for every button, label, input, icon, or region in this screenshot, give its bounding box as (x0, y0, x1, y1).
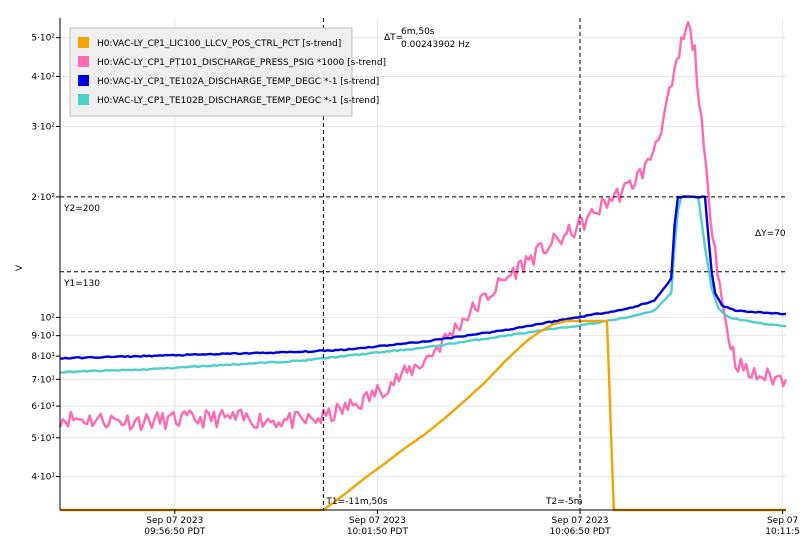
y-tick-label: 10² (40, 313, 55, 323)
x-tick-label-date: Sep 07 (767, 516, 798, 526)
y-tick-label: 9·10¹ (31, 332, 55, 342)
y-tick-label: 2·10² (31, 193, 55, 203)
cursors[interactable]: T1=-11m,50s T2=-5m Y2=200 Y1=130 (60, 18, 786, 510)
legend-swatch (78, 75, 89, 86)
y-tick-label: 6·10¹ (31, 402, 55, 412)
y-tick-label: 4·10¹ (31, 473, 55, 483)
delta-t-frequency: 0.00243902 Hz (401, 40, 470, 50)
legend-swatch (78, 94, 89, 105)
delta-t-value: 6m,50s (401, 27, 435, 37)
y-tick-label: 4·10² (31, 72, 55, 82)
x-tick-label-time: 10:01:50 PDT (347, 527, 409, 537)
legend-entry-label: H0:VAC-LY_CP1_TE102A_DISCHARGE_TEMP_DEGC… (97, 77, 379, 87)
vertical-cursor-label: T1=-11m,50s (325, 497, 388, 507)
legend-swatch (78, 56, 89, 67)
y-tick-label: 8·10¹ (31, 352, 55, 362)
x-tick-label-date: Sep 07 2023 (146, 516, 203, 526)
x-tick-label-time: 09:56:50 PDT (144, 527, 206, 537)
horizontal-cursor-label: Y2=200 (63, 204, 100, 214)
delta-y-label: ΔY=70 (755, 229, 786, 239)
series-line (58, 21, 788, 432)
y-tick-label: 5·10² (31, 34, 55, 44)
delta-readout: ΔT= 6m,50s 0.00243902 Hz ΔY=70 (384, 27, 786, 239)
legend-entry-label: H0:VAC-LY_CP1_LIC100_LLCV_POS_CTRL_PCT [… (97, 39, 341, 49)
x-tick-label-date: Sep 07 2023 (349, 516, 406, 526)
y-tick-label: 5·10¹ (31, 434, 55, 444)
y-tick-label: 7·10¹ (31, 375, 55, 385)
y-axis-label: V (15, 264, 25, 271)
legend-entry-label: H0:VAC-LY_CP1_TE102B_DISCHARGE_TEMP_DEGC… (97, 96, 379, 106)
legend-swatch (78, 37, 89, 48)
legend-box (69, 27, 353, 117)
x-tick-label-time: 10:11:5 (765, 527, 800, 537)
legend-entry-label: H0:VAC-LY_CP1_PT101_DISCHARGE_PRESS_PSIG… (97, 58, 386, 68)
y-tick-label: 3·10² (31, 122, 55, 132)
legend[interactable]: H0:VAC-LY_CP1_LIC100_LLCV_POS_CTRL_PCT [… (69, 27, 386, 117)
series-line (59, 195, 787, 374)
horizontal-cursor-label: Y1=130 (63, 279, 100, 289)
x-tick-label-date: Sep 07 2023 (551, 516, 608, 526)
axes: V 4·10¹ 5·10¹ 6·10¹ 7·10¹ 8·10¹ 9·10¹ 10² 2·10²… (15, 18, 800, 537)
vertical-cursor-label: T2=-5m (545, 497, 583, 507)
delta-t-label: ΔT= (384, 33, 403, 43)
series-line (59, 195, 787, 360)
x-tick-label-time: 10:06:50 PDT (549, 527, 611, 537)
